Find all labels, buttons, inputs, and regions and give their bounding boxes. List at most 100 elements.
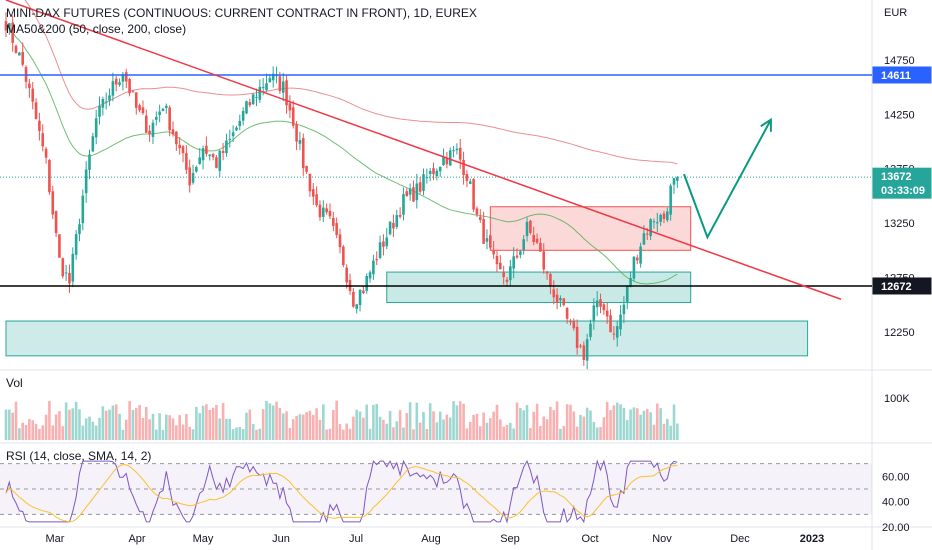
candle-body bbox=[666, 211, 669, 221]
volume-bar bbox=[395, 421, 399, 440]
volume-bar bbox=[58, 411, 61, 440]
volume-bar bbox=[138, 405, 141, 440]
candle-body bbox=[656, 222, 659, 224]
candle-body bbox=[281, 81, 285, 93]
candle-body bbox=[48, 159, 51, 193]
volume-bar bbox=[98, 417, 101, 440]
candle-body bbox=[535, 238, 539, 243]
candle-body bbox=[44, 148, 48, 158]
volume-bar bbox=[542, 416, 546, 440]
volume-bar bbox=[499, 419, 502, 440]
candle-body bbox=[108, 95, 111, 101]
volume-bar bbox=[21, 422, 24, 440]
current-price-tag-box bbox=[872, 167, 932, 199]
volume-bar bbox=[104, 410, 108, 440]
candle-body bbox=[569, 321, 572, 323]
rsi-label[interactable]: RSI (14, close, SMA, 14, 2) bbox=[6, 449, 152, 463]
candle-body bbox=[111, 81, 115, 96]
candle-body bbox=[585, 339, 589, 361]
candle-body bbox=[625, 285, 629, 302]
volume-bar bbox=[629, 409, 632, 440]
candle-body bbox=[118, 82, 121, 85]
volume-bar bbox=[428, 403, 432, 440]
candle-body bbox=[168, 107, 171, 131]
ma-indicator-label[interactable]: MA50&200 (50, close, 200, close) bbox=[6, 22, 187, 36]
volume-bar bbox=[519, 408, 522, 440]
candle-body bbox=[428, 170, 432, 174]
volume-bar bbox=[228, 418, 232, 440]
price-tags: 14611 13672 03:33:09 12672 bbox=[872, 66, 932, 295]
candle-body bbox=[165, 105, 168, 108]
volume-bar bbox=[61, 426, 65, 440]
candle-body bbox=[158, 111, 161, 116]
candle-body bbox=[645, 233, 649, 235]
candle-body bbox=[402, 194, 405, 215]
candle-body bbox=[71, 253, 75, 282]
volume-bar bbox=[332, 409, 335, 440]
volume-bar bbox=[642, 410, 646, 440]
volume-bar bbox=[288, 427, 292, 440]
candle-body bbox=[342, 246, 345, 266]
price-tick-label: 12250 bbox=[884, 327, 915, 339]
candle-body bbox=[34, 102, 38, 119]
rsi-line bbox=[5, 459, 678, 524]
candle-body bbox=[81, 195, 85, 224]
candle-body bbox=[475, 208, 479, 215]
candle-body bbox=[238, 120, 242, 127]
volume-bar bbox=[365, 404, 369, 440]
candle-body bbox=[512, 256, 515, 269]
volume-label[interactable]: Vol bbox=[6, 376, 23, 390]
candle-body bbox=[151, 122, 155, 137]
volume-bar bbox=[325, 429, 328, 440]
candle-body bbox=[104, 101, 108, 103]
volume-bar bbox=[415, 402, 419, 440]
candle-body bbox=[552, 289, 556, 298]
volume-bar bbox=[248, 409, 252, 440]
candle-body bbox=[131, 90, 135, 92]
volume-bar bbox=[34, 423, 38, 440]
volume-bar bbox=[328, 428, 332, 440]
volume-bar bbox=[392, 427, 395, 440]
candle-body bbox=[218, 150, 222, 171]
volume-bar bbox=[165, 414, 168, 440]
ma200-line bbox=[24, 0, 678, 165]
volume-bar bbox=[131, 410, 135, 440]
volume-bar bbox=[408, 402, 412, 440]
candle-body bbox=[448, 150, 452, 166]
candle-body bbox=[268, 78, 272, 83]
candle-body bbox=[652, 221, 656, 223]
volume-bar bbox=[158, 413, 161, 440]
volume-bar bbox=[425, 428, 429, 440]
volume-bar bbox=[602, 417, 606, 440]
candle-body bbox=[221, 150, 225, 154]
volume-bar bbox=[625, 420, 629, 440]
volume-bar bbox=[88, 416, 91, 440]
volume-bar bbox=[271, 405, 275, 440]
volume-bar bbox=[382, 419, 385, 440]
candle-body bbox=[519, 251, 522, 255]
volume-bar bbox=[94, 425, 98, 440]
volume-bar bbox=[185, 414, 188, 440]
volume-bar bbox=[198, 413, 202, 440]
volume-bar bbox=[492, 411, 495, 440]
candle-body bbox=[171, 129, 175, 135]
candle-body bbox=[575, 326, 579, 349]
volume-bar bbox=[559, 428, 562, 440]
candles bbox=[4, 12, 679, 370]
volume-bar bbox=[308, 410, 312, 440]
volume-bar bbox=[418, 422, 422, 440]
candle-body bbox=[248, 102, 252, 106]
volume-bar bbox=[589, 410, 592, 440]
candle-body bbox=[385, 237, 389, 247]
candle-body bbox=[669, 185, 672, 215]
volume-bar bbox=[81, 425, 85, 440]
volume-bar bbox=[575, 426, 579, 440]
candle-body bbox=[155, 116, 158, 120]
volume-bar bbox=[378, 416, 382, 440]
candle-body bbox=[392, 222, 395, 229]
candle-body bbox=[358, 289, 362, 306]
volume-bar bbox=[84, 418, 88, 440]
candle-body bbox=[68, 272, 71, 284]
